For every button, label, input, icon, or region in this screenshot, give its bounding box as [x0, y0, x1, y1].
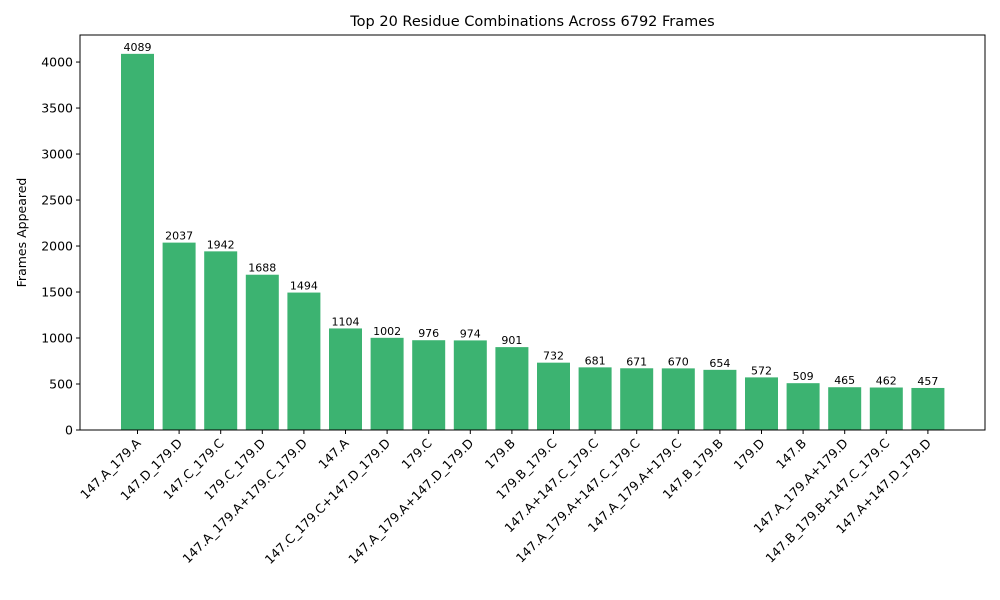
y-tick-label: 1500 — [41, 285, 73, 300]
bar-13 — [620, 368, 654, 430]
bar-value-label-12: 681 — [585, 354, 606, 367]
y-axis-ticks: 0 500 1000 1500 2000 2500 3000 3500 4000 — [41, 55, 80, 438]
bar-9 — [453, 340, 487, 430]
bar-value-label-10: 901 — [501, 334, 522, 347]
x-axis-ticks: 147.A_179.A147.D_179.D147.C_179.C179.C_1… — [77, 430, 934, 567]
bar-value-label-1: 4089 — [124, 41, 152, 54]
x-tick-label: 179.C — [398, 435, 435, 472]
bar-value-label-14: 670 — [668, 355, 689, 368]
bar-16 — [745, 377, 778, 430]
bar-10 — [495, 347, 529, 430]
y-axis-label: Frames Appeared — [14, 178, 29, 288]
chart-title: Top 20 Residue Combinations Across 6792 … — [349, 14, 714, 30]
bar-value-label-4: 1688 — [248, 262, 276, 275]
bar-3 — [204, 251, 238, 430]
bar-value-label-2: 2037 — [165, 230, 193, 243]
plot-area-frame — [79, 34, 986, 431]
bar-value-label-11: 732 — [543, 350, 564, 363]
bar-value-label-6: 1104 — [332, 315, 360, 328]
x-tick-label: 179.B — [482, 436, 518, 472]
bar-20 — [911, 387, 945, 430]
bar-2 — [162, 242, 196, 430]
y-tick-label: 3500 — [41, 101, 73, 116]
bar-19 — [869, 387, 903, 430]
bar-18 — [828, 387, 862, 430]
bar-value-label-18: 465 — [834, 374, 855, 387]
bar-value-label-3: 1942 — [207, 238, 235, 251]
bar-value-label-20: 457 — [917, 375, 938, 388]
data-labels-layer: 4089 2037 1942 1688 1494 1104 1002 976 974 901 732… — [124, 41, 939, 388]
bar-8 — [412, 340, 446, 430]
bar-5 — [287, 292, 321, 430]
x-tick-label: 147.B — [773, 436, 809, 472]
bar-value-label-13: 671 — [626, 355, 647, 368]
y-tick-label: 500 — [49, 377, 73, 392]
bar-4 — [245, 274, 279, 430]
y-tick-label: 4000 — [41, 55, 73, 70]
bar-value-label-9: 974 — [460, 327, 481, 340]
y-tick-label: 1000 — [41, 331, 73, 346]
x-tick-label: 179.D — [731, 436, 768, 473]
bar-12 — [578, 367, 612, 430]
bar-value-label-15: 654 — [709, 357, 730, 370]
bar-11 — [537, 362, 570, 430]
bar-17 — [786, 383, 820, 430]
y-tick-label: 2500 — [41, 193, 73, 208]
bar-1 — [121, 53, 154, 431]
bar-value-label-16: 572 — [751, 364, 772, 377]
y-tick-label: 0 — [65, 423, 73, 438]
y-tick-label: 2000 — [41, 239, 73, 254]
bar-15 — [703, 369, 737, 430]
bar-value-label-5: 1494 — [290, 280, 318, 293]
bar-7 — [370, 337, 404, 430]
bar-value-label-8: 976 — [418, 327, 439, 340]
bar-value-label-19: 462 — [876, 375, 897, 388]
bar-14 — [661, 368, 695, 430]
y-tick-label: 3000 — [41, 147, 73, 162]
bar-value-label-17: 509 — [793, 370, 814, 383]
x-tick-label: 147.A — [315, 435, 352, 472]
bar-value-label-7: 1002 — [373, 325, 401, 338]
bar-6 — [329, 328, 362, 430]
bars-layer — [121, 53, 945, 431]
